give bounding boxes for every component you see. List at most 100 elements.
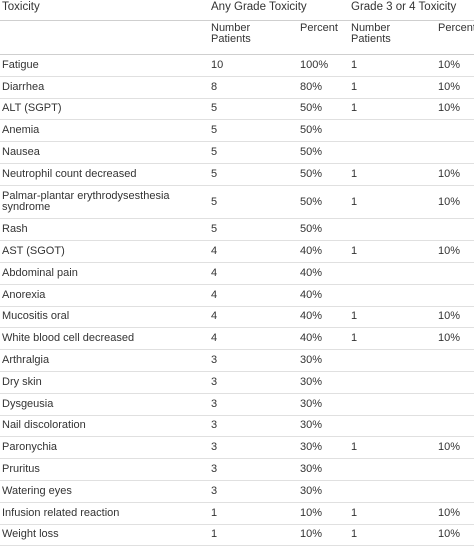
any-grade-percent-cell: 30%	[300, 397, 323, 410]
table-row: Neutrophil count decreased 5 50% 1 10%	[0, 164, 474, 186]
any-grade-percent-cell: 80%	[300, 80, 323, 93]
grade34-percent-cell	[438, 350, 474, 371]
any-grade-number-cell: 5	[211, 223, 218, 236]
table-row: Paronychia 3 30% 1 10%	[0, 437, 474, 460]
any-grade-number-cell: 3	[211, 354, 218, 367]
grade34-percent-cell: 10%	[438, 245, 461, 258]
toxicity-cell: Nail discoloration	[2, 419, 86, 432]
any-grade-percent-cell: 30%	[300, 419, 323, 432]
grade34-number-cell	[351, 285, 431, 306]
any-grade-percent-cell: 50%	[300, 195, 323, 208]
table-row: Pruritus 3 30%	[0, 459, 474, 481]
grade34-number-cell	[351, 372, 431, 393]
table-row: Watering eyes 3 30%	[0, 481, 474, 503]
table-row: ALT (SGPT) 5 50% 1 10%	[0, 99, 474, 121]
table-row: Anorexia 4 40%	[0, 285, 474, 307]
toxicity-cell: Pruritus	[2, 463, 40, 476]
any-grade-percent-cell: 40%	[300, 332, 323, 345]
toxicity-cell: Palmar-plantar erythrodysesthesia syndro…	[2, 190, 170, 214]
grade34-percent-cell	[438, 142, 474, 163]
header-grade-3-or-4-toxicity: Grade 3 or 4 Toxicity	[351, 1, 457, 13]
toxicity-cell: White blood cell decreased	[2, 332, 135, 345]
any-grade-percent-cell: 10%	[300, 528, 323, 541]
table-row: Dysgeusia 3 30%	[0, 394, 474, 416]
any-grade-percent-cell: 30%	[300, 354, 323, 367]
any-grade-number-cell: 3	[211, 397, 218, 410]
grade34-number-cell	[351, 120, 431, 141]
table-row: Mucositis oral 4 40% 1 10%	[0, 307, 474, 329]
any-grade-number-cell: 5	[211, 124, 218, 137]
toxicity-cell: Arthralgia	[2, 354, 50, 367]
any-grade-number-cell: 4	[211, 266, 218, 279]
any-grade-percent-cell: 40%	[300, 310, 323, 323]
grade34-percent-cell	[438, 394, 474, 415]
toxicity-cell: AST (SGOT)	[2, 245, 65, 258]
any-grade-number-cell: 4	[211, 310, 218, 323]
table-row: White blood cell decreased 4 40% 1 10%	[0, 328, 474, 351]
table-row: Abdominal pain 4 40%	[0, 263, 474, 285]
grade34-number-cell: 1	[351, 245, 358, 258]
table-row: AST (SGOT) 4 40% 1 10%	[0, 241, 474, 263]
grade34-number-cell: 1	[351, 332, 358, 345]
header-group-row: Toxicity Any Grade Toxicity Grade 3 or 4…	[0, 0, 474, 21]
grade34-percent-cell	[438, 372, 474, 393]
grade34-number-cell: 1	[351, 58, 358, 71]
toxicity-cell: Rash	[2, 223, 28, 236]
grade34-number-cell	[351, 481, 431, 502]
header-any-number-patients: Number Patients	[211, 22, 251, 45]
grade34-number-cell: 1	[351, 167, 358, 180]
any-grade-percent-cell: 100%	[300, 58, 329, 71]
grade34-percent-cell	[438, 120, 474, 141]
grade34-number-cell	[351, 416, 431, 437]
toxicity-cell: Anemia	[2, 124, 40, 137]
any-grade-number-cell: 3	[211, 375, 218, 388]
grade34-percent-cell: 10%	[438, 195, 461, 208]
table-row: Fatigue 10 100% 1 10%	[0, 55, 474, 77]
table-row: Dry skin 3 30%	[0, 372, 474, 394]
header-any-percent: Percent	[300, 22, 338, 34]
toxicity-cell: Anorexia	[2, 288, 46, 301]
grade34-percent-cell: 10%	[438, 528, 461, 541]
toxicity-cell: Dry skin	[2, 375, 42, 388]
grade34-number-cell: 1	[351, 528, 358, 541]
any-grade-number-cell: 3	[211, 484, 218, 497]
grade34-percent-cell: 10%	[438, 167, 461, 180]
grade34-percent-cell	[438, 481, 474, 502]
any-grade-number-cell: 1	[211, 506, 218, 519]
table-row: Arthralgia 3 30%	[0, 350, 474, 372]
header-toxicity: Toxicity	[2, 1, 40, 13]
any-grade-number-cell: 3	[211, 419, 218, 432]
any-grade-number-cell: 5	[211, 195, 218, 208]
table-row: Nail discoloration 3 30%	[0, 416, 474, 438]
grade34-number-cell: 1	[351, 102, 358, 115]
header-subcolumn-row: Number Patients Percent Number Patients …	[0, 21, 474, 55]
grade34-percent-cell	[438, 263, 474, 284]
grade34-number-cell	[351, 219, 431, 240]
any-grade-number-cell: 5	[211, 102, 218, 115]
grade34-percent-cell	[438, 416, 474, 437]
grade34-number-cell	[351, 142, 431, 163]
table-body: Fatigue 10 100% 1 10% Diarrhea 8 80% 1 10% ALT (SG…	[0, 55, 474, 546]
grade34-number-cell	[351, 394, 431, 415]
any-grade-percent-cell: 50%	[300, 146, 323, 159]
toxicity-cell: ALT (SGPT)	[2, 102, 62, 115]
table-row: Nausea 5 50%	[0, 142, 474, 164]
toxicity-cell: Diarrhea	[2, 80, 45, 93]
grade34-number-cell	[351, 263, 431, 284]
any-grade-number-cell: 4	[211, 245, 218, 258]
toxicity-cell: Fatigue	[2, 58, 39, 71]
grade34-number-cell	[351, 350, 431, 371]
header-any-grade-toxicity: Any Grade Toxicity	[211, 1, 307, 13]
any-grade-number-cell: 5	[211, 167, 218, 180]
toxicity-cell: Neutrophil count decreased	[2, 167, 137, 180]
grade34-number-cell: 1	[351, 80, 358, 93]
any-grade-percent-cell: 50%	[300, 124, 323, 137]
any-grade-percent-cell: 40%	[300, 245, 323, 258]
table-row: Anemia 5 50%	[0, 120, 474, 143]
grade34-number-cell	[351, 459, 431, 480]
any-grade-number-cell: 4	[211, 288, 218, 301]
grade34-percent-cell: 10%	[438, 310, 461, 323]
grade34-percent-cell: 10%	[438, 332, 461, 345]
any-grade-number-cell: 10	[211, 58, 224, 71]
